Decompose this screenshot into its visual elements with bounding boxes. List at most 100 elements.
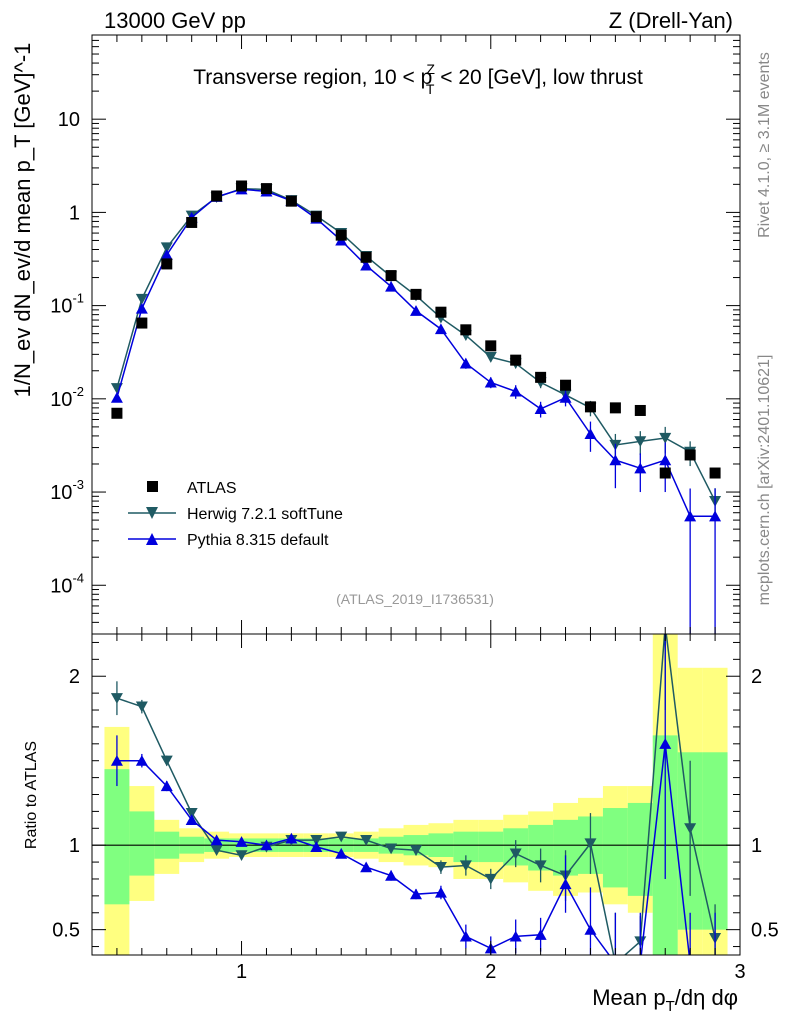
pythia-8-315-default-ratio-point: [160, 780, 173, 792]
atlas-data-point: [684, 449, 696, 461]
herwig-7-2-1-softtune-line: [116, 187, 716, 502]
pythia-8-315-default-point: [659, 454, 672, 466]
main-title-pre: Transverse region, 10 < p: [193, 66, 432, 89]
atlas-data-point: [709, 467, 721, 479]
ratio-y-tick-label-left: 2: [69, 666, 80, 688]
legend-marker-pythia: [146, 533, 158, 545]
atlas-data-point: [186, 216, 198, 228]
pythia-8-315-default-point: [584, 428, 597, 440]
x-axis-label-pre: Mean p: [592, 985, 665, 1010]
pythia-8-315-default-ratio-point: [584, 923, 597, 935]
main-y-tick-label: 10: [58, 109, 80, 131]
x-tick-label: 2: [485, 961, 496, 983]
uncertainty-band-inner: [104, 769, 130, 905]
atlas-data-point: [260, 183, 272, 195]
pythia-8-315-default-point: [135, 302, 148, 314]
ratio-y-tick-label-right: 0.5: [751, 920, 779, 942]
main-title-sub: T: [426, 81, 435, 97]
pythia-8-315-default-ratio-point: [210, 834, 223, 846]
pythia-8-315-default-point: [160, 249, 173, 260]
atlas-data-point: [584, 401, 596, 413]
pythia-8-315-default-ratio-point: [335, 847, 348, 859]
main-title: Transverse region, 10 < pZ T < 20 [GeV], …: [193, 61, 643, 97]
herwig-7-2-1-softtune-ratio-point: [110, 693, 123, 704]
ratio-panel: 0.5 0.5 1 1 2 2 1 2 3 Ratio to ATLAS Mean pT/dη …: [23, 633, 779, 1015]
herwig-7-2-1-softtune-ratio-point: [484, 873, 497, 885]
pythia-8-315-default-point: [484, 376, 497, 388]
pythia-8-315-default-ratio-point: [434, 886, 447, 898]
atlas-data-point: [659, 467, 671, 479]
atlas-data-point: [535, 371, 547, 383]
legend-label-atlas: ATLAS: [187, 480, 237, 497]
pythia-8-315-default-ratio-point: [185, 814, 198, 825]
tick-exponent: -1: [72, 291, 84, 306]
x-axis-label-sub: T: [666, 998, 675, 1015]
pythia-8-315-default-ratio-point: [260, 839, 273, 851]
pythia-8-315-default-point: [410, 305, 422, 316]
pythia-8-315-default-ratio-point: [285, 832, 298, 844]
atlas-data-point: [136, 317, 148, 329]
atlas-data-point: [609, 402, 621, 414]
main-y-tick-label: 10-2: [50, 384, 84, 411]
tick-exponent: -3: [72, 477, 84, 492]
main-y-tick-label: 1: [69, 202, 80, 224]
main-y-tick-label: 10-4: [50, 570, 84, 597]
herwig-7-2-1-softtune-ratio-point: [684, 823, 697, 834]
uncertainty-band-inner: [602, 808, 628, 888]
pythia-8-315-default-ratio-point: [385, 869, 398, 881]
pythia-8-315-default-ratio-point: [135, 755, 148, 766]
pythia-8-315-default-ratio-point: [609, 958, 621, 969]
pythia-8-315-default-ratio-point: [509, 930, 522, 942]
legend-label-pythia: Pythia 8.315 default: [187, 532, 329, 549]
pythia-8-315-default-point: [684, 510, 697, 522]
herwig-7-2-1-softtune-ratio-point: [185, 807, 198, 819]
pythia-8-315-default-ratio-point: [235, 836, 248, 847]
pythia-8-315-default-ratio-point: [310, 841, 323, 852]
ratio-y-tick-label-left: 0.5: [52, 920, 80, 942]
tick-base: 10: [50, 296, 72, 318]
herwig-7-2-1-softtune-ratio-point: [509, 848, 522, 860]
ratio-y-tick-label-left: 1: [69, 835, 80, 857]
atlas-data-point: [435, 306, 447, 318]
atlas-data-point: [634, 404, 646, 416]
uncertainty-band-inner: [129, 811, 155, 876]
herwig-7-2-1-softtune-ratio-point: [135, 701, 148, 713]
atlas-data-point: [335, 229, 347, 241]
main-y-tick-label: 10-3: [50, 477, 84, 504]
tick-exponent: -4: [72, 570, 84, 585]
watermark: (ATLAS_2019_I1736531): [336, 591, 494, 607]
uncertainty-band-inner: [478, 831, 504, 863]
atlas-data-point: [211, 190, 223, 202]
herwig-7-2-1-softtune-ratio-point: [385, 843, 398, 855]
x-tick-label: 1: [236, 961, 247, 983]
herwig-7-2-1-softtune-ratio-point: [235, 850, 248, 862]
pythia-8-315-default-point: [459, 357, 472, 369]
pythia-8-315-default-point: [509, 385, 522, 397]
atlas-data-point: [560, 379, 572, 391]
main-y-axis-label: 1/N_ev dN_ev/d mean p_T [GeV]^-1: [10, 43, 35, 398]
herwig-7-2-1-softtune-ratio-point: [360, 835, 373, 846]
tick-base: 10: [50, 389, 72, 411]
pythia-8-315-default-ratio-point: [360, 861, 373, 873]
pythia-8-315-default-line: [116, 188, 716, 517]
atlas-data-point: [236, 180, 248, 192]
pythia-8-315-default-ratio-point: [110, 755, 123, 766]
main-title-post: < 20 [GeV], low thrust: [434, 66, 643, 89]
herwig-7-2-1-softtune-ratio-point: [434, 862, 447, 873]
herwig-7-2-1-softtune-ratio-point: [410, 845, 422, 856]
atlas-data-point: [161, 258, 173, 270]
pythia-8-315-default-point: [609, 454, 622, 466]
atlas-data-point: [360, 251, 372, 263]
pythia-8-315-default-point: [559, 391, 572, 403]
ratio-y-tick-label-right: 2: [751, 666, 762, 688]
pythia-8-315-default-point: [434, 323, 447, 335]
x-axis-label-post: /dη dφ: [675, 985, 738, 1010]
pythia-8-315-default-point: [534, 403, 547, 414]
pythia-8-315-default-ratio-point: [659, 738, 672, 749]
herwig-7-2-1-softtune-point: [634, 436, 647, 448]
pythia-8-315-default-point: [110, 391, 123, 403]
atlas-data-point: [310, 211, 322, 223]
pythia-8-315-default-ratio-point: [684, 958, 696, 969]
pythia-8-315-default-ratio-point: [534, 929, 547, 940]
